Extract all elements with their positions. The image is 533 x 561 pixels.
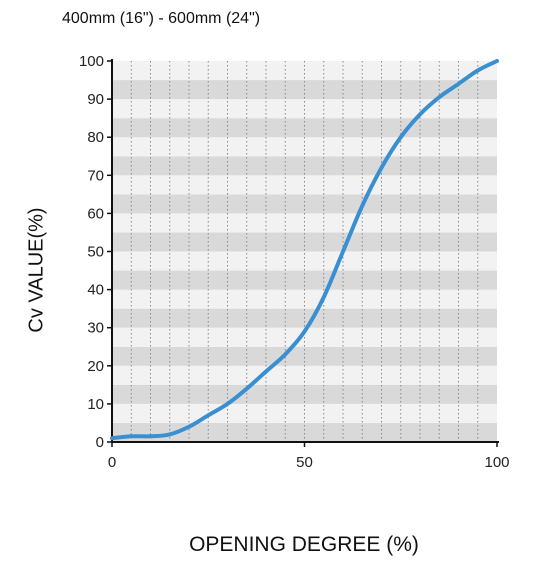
y-tick-label: 10 xyxy=(87,396,104,413)
y-axis-label: Cv VALUE(%) xyxy=(25,207,48,333)
x-axis-label: OPENING DEGREE (%) xyxy=(189,533,419,556)
x-tick-label: 0 xyxy=(108,454,116,471)
y-tick-label: 90 xyxy=(87,91,104,108)
vertical-gridlines xyxy=(130,61,479,442)
y-tick-label: 30 xyxy=(87,320,104,337)
grid-band xyxy=(112,118,497,138)
grid-band xyxy=(112,365,497,385)
y-tick-label: 70 xyxy=(87,167,104,184)
y-tick-label: 40 xyxy=(87,282,104,299)
x-tick-label: 50 xyxy=(296,454,313,471)
chart-title: 400mm (16") - 600mm (24") xyxy=(62,10,261,27)
y-tick-label: 0 xyxy=(96,434,104,451)
axes xyxy=(107,59,499,447)
y-tick-label: 100 xyxy=(79,53,104,70)
y-tick-labels: 0 10 20 30 40 50 60 70 80 90 100 xyxy=(79,53,104,451)
y-tick-label: 60 xyxy=(87,205,104,222)
series-line-cv xyxy=(110,59,499,441)
y-tick-label: 20 xyxy=(87,358,104,375)
grid-band xyxy=(112,270,497,290)
y-tick-label: 50 xyxy=(87,244,104,261)
x-tick-label: 100 xyxy=(484,454,509,471)
x-tick-labels: 0 50 100 xyxy=(108,454,510,471)
y-tick-label: 80 xyxy=(87,129,104,146)
grid-band xyxy=(112,194,497,214)
